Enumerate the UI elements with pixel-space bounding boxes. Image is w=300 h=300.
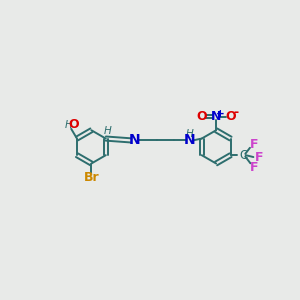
Text: F: F	[255, 151, 263, 164]
Text: F: F	[250, 161, 258, 174]
Text: O: O	[68, 118, 79, 131]
Text: O: O	[225, 110, 236, 123]
Text: H: H	[104, 126, 112, 136]
Text: H: H	[185, 129, 193, 140]
Text: C: C	[239, 149, 247, 162]
Text: N: N	[129, 134, 141, 147]
Text: H: H	[64, 120, 72, 130]
Text: N: N	[183, 134, 195, 147]
Text: N: N	[211, 110, 221, 123]
Text: O: O	[196, 110, 207, 123]
Text: F: F	[250, 138, 258, 151]
Text: -: -	[233, 106, 238, 119]
Text: Br: Br	[84, 171, 99, 184]
Text: +: +	[216, 109, 225, 118]
